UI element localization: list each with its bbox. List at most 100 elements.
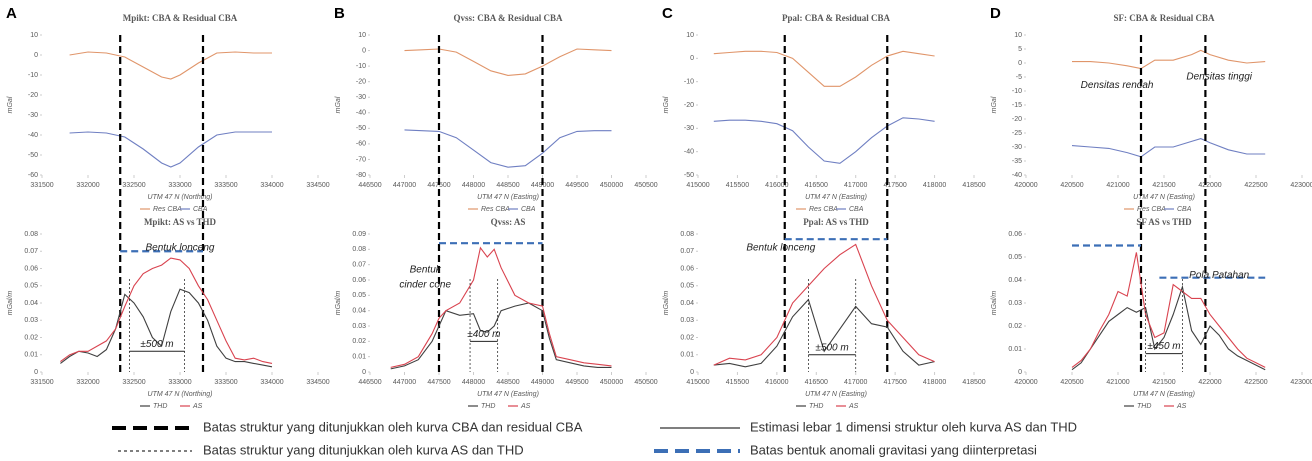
series-line xyxy=(1071,138,1266,158)
y-tick-label: 0.03 xyxy=(680,317,694,324)
x-tick-label: 332000 xyxy=(76,182,99,189)
y-tick-label: 0.06 xyxy=(24,265,38,272)
annotation: Pola Patahan xyxy=(1189,270,1249,281)
panel-label: C xyxy=(662,5,673,22)
y-tick-label: -50 xyxy=(356,125,366,132)
annotation: Densitas rendah xyxy=(1081,80,1154,91)
x-tick-label: 417500 xyxy=(883,182,906,189)
series-line xyxy=(1072,49,1266,70)
series-line xyxy=(404,48,612,76)
chart-title: Qvss: AS xyxy=(491,217,526,227)
x-tick-label: 447500 xyxy=(427,379,450,386)
x-tick-label: 416000 xyxy=(765,379,788,386)
x-tick-label: 418000 xyxy=(923,182,946,189)
x-tick-label: 449000 xyxy=(531,379,554,386)
legend-label: CBA xyxy=(849,206,864,213)
y-tick-label: -10 xyxy=(356,63,366,70)
legend-label: THD xyxy=(809,403,823,410)
x-tick-label: 449500 xyxy=(565,379,588,386)
legend-label: CBA xyxy=(1177,206,1192,213)
annotation: Bentuk lonceng xyxy=(746,242,815,253)
x-tick-label: 448500 xyxy=(496,182,519,189)
y-tick-label: 0.01 xyxy=(680,352,694,359)
y-tick-label: -50 xyxy=(684,172,694,179)
chart-title: Ppal: CBA & Residual CBA xyxy=(782,13,891,23)
width-label: ±400 m xyxy=(467,329,500,340)
x-tick-label: 334500 xyxy=(306,379,329,386)
y-tick-label: 0.01 xyxy=(1008,346,1022,353)
x-tick-label: 422000 xyxy=(1198,182,1221,189)
x-tick-label: 415000 xyxy=(686,379,709,386)
x-axis-label: UTM 47 N (Easting) xyxy=(805,194,867,201)
x-axis-label: UTM 47 N (Easting) xyxy=(477,391,539,398)
x-tick-label: 447000 xyxy=(393,182,416,189)
y-tick-label: -20 xyxy=(356,79,366,86)
x-tick-label: 334500 xyxy=(306,182,329,189)
series-line xyxy=(390,246,612,368)
chart-title: SF: CBA & Residual CBA xyxy=(1113,13,1215,23)
x-axis-label: UTM 47 N (Easting) xyxy=(477,194,539,201)
y-tick-label: 10 xyxy=(30,32,38,39)
x-tick-label: 415500 xyxy=(726,182,749,189)
legend-label: Res CBA xyxy=(1137,206,1166,213)
chart-title: Qvss: CBA & Residual CBA xyxy=(453,13,563,23)
y-tick-label: 0.09 xyxy=(352,231,366,238)
legend-label: THD xyxy=(1137,403,1151,410)
y-tick-label: 0.02 xyxy=(24,334,38,341)
x-tick-label: 333000 xyxy=(168,182,191,189)
x-axis-label: UTM 47 N (Easting) xyxy=(805,391,867,398)
x-tick-label: 416500 xyxy=(805,182,828,189)
series-line xyxy=(69,131,272,168)
x-tick-label: 417000 xyxy=(844,379,867,386)
y-tick-label: 0 xyxy=(362,369,366,376)
y-tick-label: 0.06 xyxy=(1008,231,1022,238)
series-line xyxy=(713,117,935,164)
y-tick-label: 0 xyxy=(34,52,38,59)
x-tick-label: 331500 xyxy=(30,182,53,189)
x-tick-label: 446500 xyxy=(358,182,381,189)
y-tick-label: -60 xyxy=(356,141,366,148)
y-tick-label: 10 xyxy=(1014,32,1022,39)
y-tick-label: -30 xyxy=(356,94,366,101)
y-tick-label: -10 xyxy=(28,72,38,79)
series-line xyxy=(60,288,273,368)
y-tick-label: 10 xyxy=(686,32,694,39)
x-tick-label: 450000 xyxy=(600,182,623,189)
y-tick-label: 0.05 xyxy=(1008,254,1022,261)
y-tick-label: 0.07 xyxy=(352,262,366,269)
series-line xyxy=(60,257,273,364)
y-axis-label: mGal xyxy=(663,96,670,113)
x-tick-label: 420000 xyxy=(1014,379,1037,386)
y-tick-label: -5 xyxy=(1016,74,1022,81)
x-tick-label: 450000 xyxy=(600,379,623,386)
y-tick-label: -40 xyxy=(1012,172,1022,179)
x-tick-label: 450500 xyxy=(634,182,657,189)
width-label: ±450 m xyxy=(1147,341,1180,352)
width-label: ±500 m xyxy=(140,339,173,350)
legend-label: Res CBA xyxy=(481,206,510,213)
legend-label: AS xyxy=(520,403,531,410)
y-axis-label: mGal/m xyxy=(7,291,14,316)
series-line xyxy=(404,129,612,168)
x-axis-label: UTM 47 N (Northing) xyxy=(148,194,213,201)
x-tick-label: 448000 xyxy=(462,182,485,189)
x-tick-label: 332500 xyxy=(122,379,145,386)
x-tick-label: 421000 xyxy=(1106,182,1129,189)
legend-label: AS xyxy=(1176,403,1187,410)
y-tick-label: 0 xyxy=(34,369,38,376)
y-tick-label: 0 xyxy=(1018,60,1022,67)
y-tick-label: -40 xyxy=(684,149,694,156)
x-tick-label: 416500 xyxy=(805,379,828,386)
x-tick-label: 334000 xyxy=(260,379,283,386)
x-tick-label: 331500 xyxy=(30,379,53,386)
series-line xyxy=(713,298,935,368)
x-tick-label: 420500 xyxy=(1060,379,1083,386)
y-tick-label: -40 xyxy=(28,132,38,139)
x-tick-label: 450500 xyxy=(634,379,657,386)
x-tick-label: 418000 xyxy=(923,379,946,386)
series-line xyxy=(713,50,935,87)
y-tick-label: -80 xyxy=(356,172,366,179)
x-tick-label: 332500 xyxy=(122,182,145,189)
legend-label: AS xyxy=(848,403,859,410)
y-tick-label: 0.05 xyxy=(680,283,694,290)
